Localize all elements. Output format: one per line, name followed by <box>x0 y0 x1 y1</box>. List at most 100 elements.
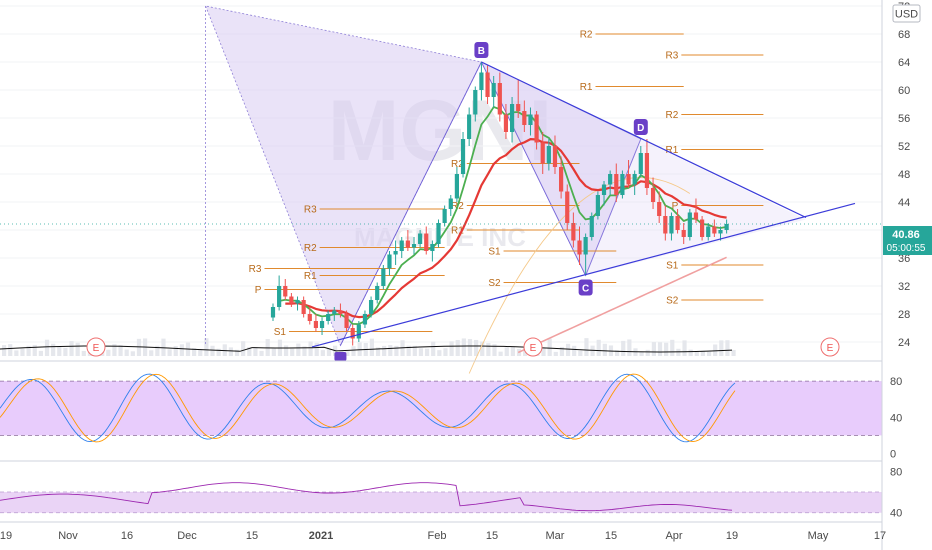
candle[interactable] <box>632 170 637 196</box>
candle-body[interactable] <box>301 300 306 314</box>
candle-body[interactable] <box>362 314 368 325</box>
candle[interactable] <box>644 139 650 195</box>
candle-body[interactable] <box>509 104 515 132</box>
candle-body[interactable] <box>663 216 668 234</box>
candle-body[interactable] <box>614 174 619 195</box>
candle[interactable] <box>693 198 699 224</box>
candle-body[interactable] <box>393 251 398 255</box>
candle[interactable] <box>724 219 729 234</box>
candle-body[interactable] <box>577 240 582 255</box>
candle[interactable] <box>700 216 705 241</box>
candle-body[interactable] <box>700 219 705 238</box>
candle[interactable] <box>522 100 527 133</box>
candle[interactable] <box>497 72 502 122</box>
candle-body[interactable] <box>344 314 349 328</box>
candle[interactable] <box>528 107 533 136</box>
candle[interactable] <box>362 310 368 329</box>
candle[interactable] <box>326 310 331 325</box>
candle[interactable] <box>467 107 472 147</box>
candle-body[interactable] <box>669 216 674 234</box>
candle[interactable] <box>663 205 668 241</box>
candle-body[interactable] <box>638 153 643 174</box>
candle[interactable] <box>571 212 576 248</box>
candle-body[interactable] <box>706 226 711 238</box>
candle[interactable] <box>687 209 692 241</box>
candle-body[interactable] <box>375 286 380 300</box>
candle-body[interactable] <box>442 209 447 223</box>
candle[interactable] <box>601 181 607 206</box>
candle-body[interactable] <box>540 142 545 164</box>
candle[interactable] <box>595 191 600 220</box>
candle[interactable] <box>626 160 631 188</box>
candle-body[interactable] <box>632 174 637 185</box>
stochastic-pane[interactable]: 80 40 0 <box>0 373 902 460</box>
candle-body[interactable] <box>528 114 533 126</box>
candle-body[interactable] <box>595 195 600 216</box>
candle-body[interactable] <box>589 216 594 237</box>
candle[interactable] <box>375 282 380 304</box>
candle-body[interactable] <box>644 153 650 188</box>
candle[interactable] <box>381 265 386 290</box>
candle[interactable] <box>301 296 306 318</box>
candle-body[interactable] <box>387 254 392 269</box>
candle-body[interactable] <box>332 310 337 315</box>
candle[interactable] <box>270 303 276 322</box>
candle[interactable] <box>712 219 717 238</box>
time-axis[interactable]: 19 Nov 16 Dec 15 2021 Feb 15 Mar 15 Apr 19 May 17 <box>0 530 886 542</box>
candle[interactable] <box>405 230 410 251</box>
candle[interactable] <box>620 170 625 199</box>
candle[interactable] <box>436 219 441 248</box>
candle-body[interactable] <box>319 321 325 328</box>
candle[interactable] <box>307 307 312 325</box>
candle-body[interactable] <box>718 230 723 234</box>
candle[interactable] <box>332 307 337 321</box>
candle[interactable] <box>319 317 325 336</box>
candle[interactable] <box>479 62 484 101</box>
candle[interactable] <box>638 146 643 178</box>
candle[interactable] <box>368 296 374 318</box>
candle-body[interactable] <box>687 212 692 238</box>
candle-body[interactable] <box>583 237 588 255</box>
candle[interactable] <box>669 212 674 241</box>
candle[interactable] <box>454 167 459 202</box>
candle[interactable] <box>650 177 656 210</box>
candles[interactable] <box>270 62 729 346</box>
earnings-marker[interactable]: E <box>86 337 106 357</box>
candle-body[interactable] <box>430 244 435 251</box>
candle-body[interactable] <box>657 202 662 216</box>
candle[interactable] <box>277 275 282 311</box>
candle[interactable] <box>430 240 435 262</box>
candle[interactable] <box>289 293 294 307</box>
candle-body[interactable] <box>326 314 331 321</box>
candle[interactable] <box>614 163 619 203</box>
candle-body[interactable] <box>295 300 300 304</box>
candle[interactable] <box>681 223 686 244</box>
candle-body[interactable] <box>356 324 361 339</box>
candle-body[interactable] <box>693 212 699 220</box>
candle-body[interactable] <box>491 83 496 97</box>
candle[interactable] <box>344 310 349 332</box>
candle[interactable] <box>503 104 509 139</box>
candle-body[interactable] <box>411 244 417 248</box>
candle[interactable] <box>565 184 570 231</box>
candle[interactable] <box>509 97 515 143</box>
candle-body[interactable] <box>448 198 453 210</box>
candle-body[interactable] <box>350 328 355 339</box>
candle-body[interactable] <box>289 296 294 304</box>
candle-body[interactable] <box>650 188 656 202</box>
candle[interactable] <box>473 86 478 122</box>
candle[interactable] <box>608 170 613 196</box>
candle[interactable] <box>675 209 680 234</box>
candle-body[interactable] <box>399 240 404 252</box>
candle[interactable] <box>393 240 398 266</box>
candle[interactable] <box>706 223 711 241</box>
candle-body[interactable] <box>485 72 490 98</box>
candle[interactable] <box>540 132 545 174</box>
currency-badge[interactable]: USD <box>892 4 921 23</box>
candle-body[interactable] <box>601 184 607 196</box>
candle[interactable] <box>411 237 417 255</box>
candle[interactable] <box>491 76 496 108</box>
candle-body[interactable] <box>454 174 459 199</box>
candle-body[interactable] <box>565 191 570 224</box>
candle[interactable] <box>448 195 453 216</box>
